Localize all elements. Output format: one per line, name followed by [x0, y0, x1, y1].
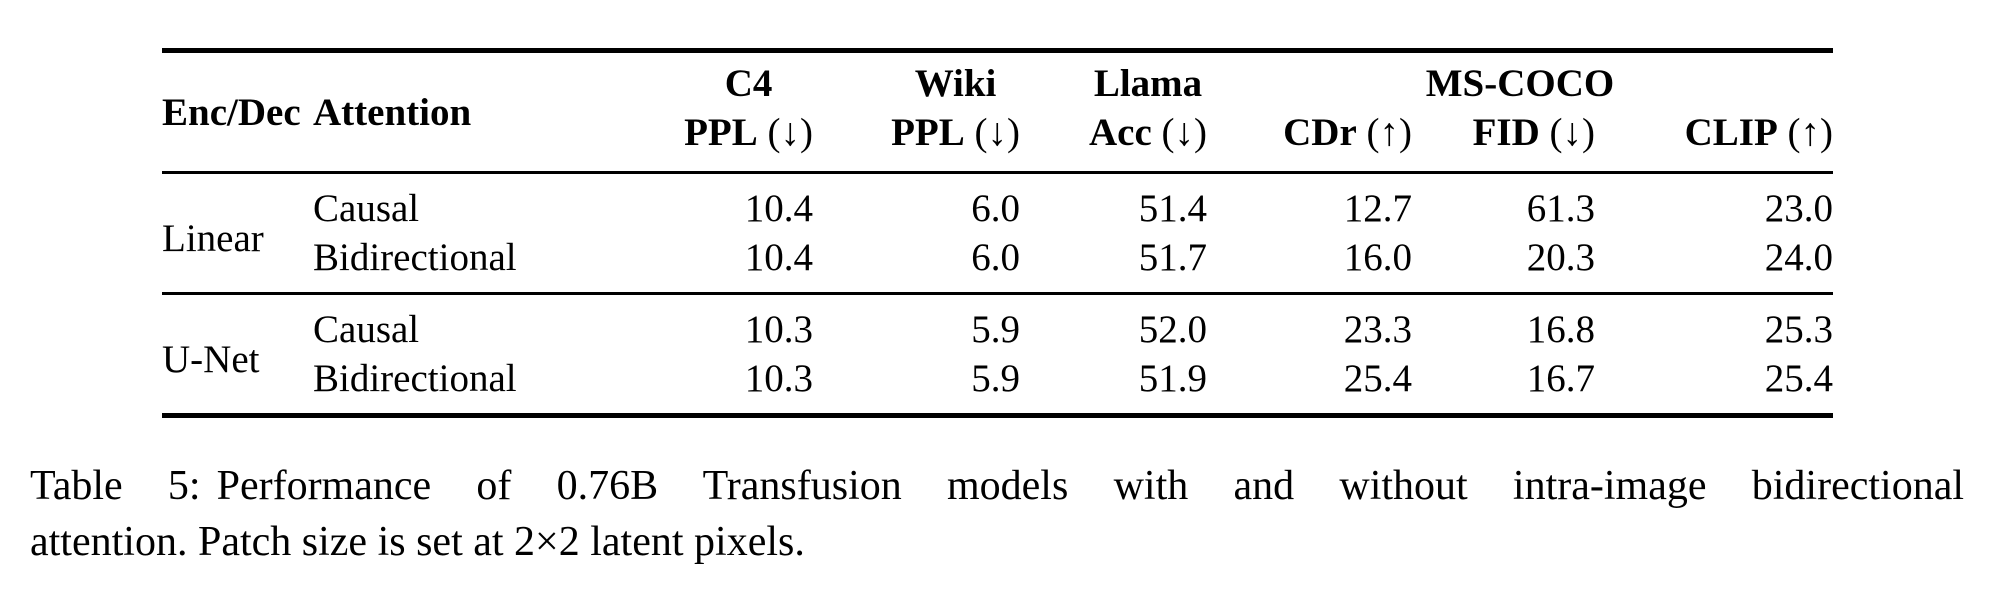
value-cell: 6.0 [971, 187, 1020, 230]
value-cell: 16.7 [1526, 357, 1595, 400]
value-cell: 25.4 [1343, 357, 1412, 400]
down-arrow: (↓) [757, 111, 813, 154]
col-header-cdr: CDr (↑) [1283, 111, 1412, 154]
caption-line-1: Table 5: Performance of 0.76B Transfusion… [30, 458, 1964, 514]
llama-label: Llama [1093, 62, 1203, 105]
table-row: Bidirectional 10.3 5.9 51.9 25.4 16.7 25… [162, 354, 1833, 416]
up-arrow: (↑) [1777, 111, 1834, 154]
value-cell: 23.0 [1764, 187, 1834, 230]
value-cell: 25.3 [1764, 308, 1834, 351]
value-cell: 24.0 [1764, 236, 1834, 279]
col-header-enc-dec: Enc/Dec [162, 90, 301, 134]
col-header-clip: CLIP (↑) [1684, 111, 1834, 154]
wiki-metric: PPL [891, 111, 965, 154]
c4-metric: PPL [684, 111, 758, 154]
col-header-fid: FID (↓) [1472, 111, 1595, 154]
col-header-c4-ppl: C4 PPL (↓) [602, 51, 813, 173]
results-table-wrap: Enc/Dec Attention C4 PPL (↓) Wiki PPL (↓… [162, 48, 1834, 418]
table-header: Enc/Dec Attention C4 PPL (↓) Wiki PPL (↓… [162, 51, 1834, 173]
value-cell: 5.9 [971, 357, 1020, 400]
table-row: U-Net Causal 10.3 5.9 52.0 23.3 16.8 25.… [162, 294, 1834, 381]
value-cell: 16.8 [1526, 308, 1595, 351]
value-cell: 25.4 [1764, 357, 1834, 400]
down-arrow: (↓) [1151, 111, 1207, 154]
value-cell: 20.3 [1526, 236, 1595, 279]
value-cell: 10.3 [744, 308, 813, 351]
attention-cell: Bidirectional [313, 357, 517, 400]
value-cell: 10.3 [744, 357, 813, 400]
attention-cell: Causal [313, 187, 420, 230]
col-header-attention: Attention [313, 90, 472, 134]
table-row: Bidirectional 10.4 6.0 51.7 16.0 20.3 24… [162, 233, 1833, 294]
llama-metric: Acc [1088, 111, 1152, 154]
c4-label: C4 [724, 62, 773, 105]
results-table: Enc/Dec Attention C4 PPL (↓) Wiki PPL (↓… [162, 48, 1834, 418]
value-cell: 16.0 [1343, 236, 1412, 279]
caption-label: Table 5: [30, 463, 201, 509]
value-cell: 51.9 [1138, 357, 1207, 400]
value-cell: 10.4 [744, 236, 813, 279]
group-unet: U-Net Causal 10.3 5.9 52.0 23.3 16.8 25.… [162, 294, 1833, 416]
value-cell: 12.7 [1343, 187, 1412, 230]
up-arrow: (↑) [1356, 111, 1412, 154]
value-cell: 51.4 [1138, 187, 1207, 230]
value-cell: 5.9 [971, 308, 1020, 351]
value-cell: 61.3 [1526, 187, 1595, 230]
caption-line-2: attention. Patch size is set at 2×2 late… [30, 519, 805, 565]
value-cell: 51.7 [1138, 236, 1207, 279]
attention-cell: Causal [313, 308, 420, 351]
col-group-ms-coco: MS-COCO [1425, 62, 1615, 105]
group-label-unet: U-Net [162, 337, 260, 381]
wiki-label: Wiki [914, 62, 997, 105]
caption-text-1: Performance of 0.76B Transfusion models … [216, 463, 1965, 509]
value-cell: 52.0 [1138, 308, 1207, 351]
value-cell: 6.0 [971, 236, 1020, 279]
col-header-llama-acc: Llama Acc (↓) [1020, 51, 1207, 173]
down-arrow: (↓) [1539, 111, 1595, 154]
group-linear: Linear Causal 10.4 6.0 51.4 12.7 61.3 23… [162, 173, 1834, 294]
value-cell: 23.3 [1343, 308, 1412, 351]
attention-cell: Bidirectional [313, 236, 517, 279]
table-caption: Table 5: Performance of 0.76B Transfusion… [30, 458, 1964, 570]
group-label-linear: Linear [162, 216, 264, 260]
table-row: Linear Causal 10.4 6.0 51.4 12.7 61.3 23… [162, 173, 1834, 260]
value-cell: 10.4 [744, 187, 813, 230]
col-header-wiki-ppl: Wiki PPL (↓) [813, 51, 1020, 173]
down-arrow: (↓) [964, 111, 1020, 154]
